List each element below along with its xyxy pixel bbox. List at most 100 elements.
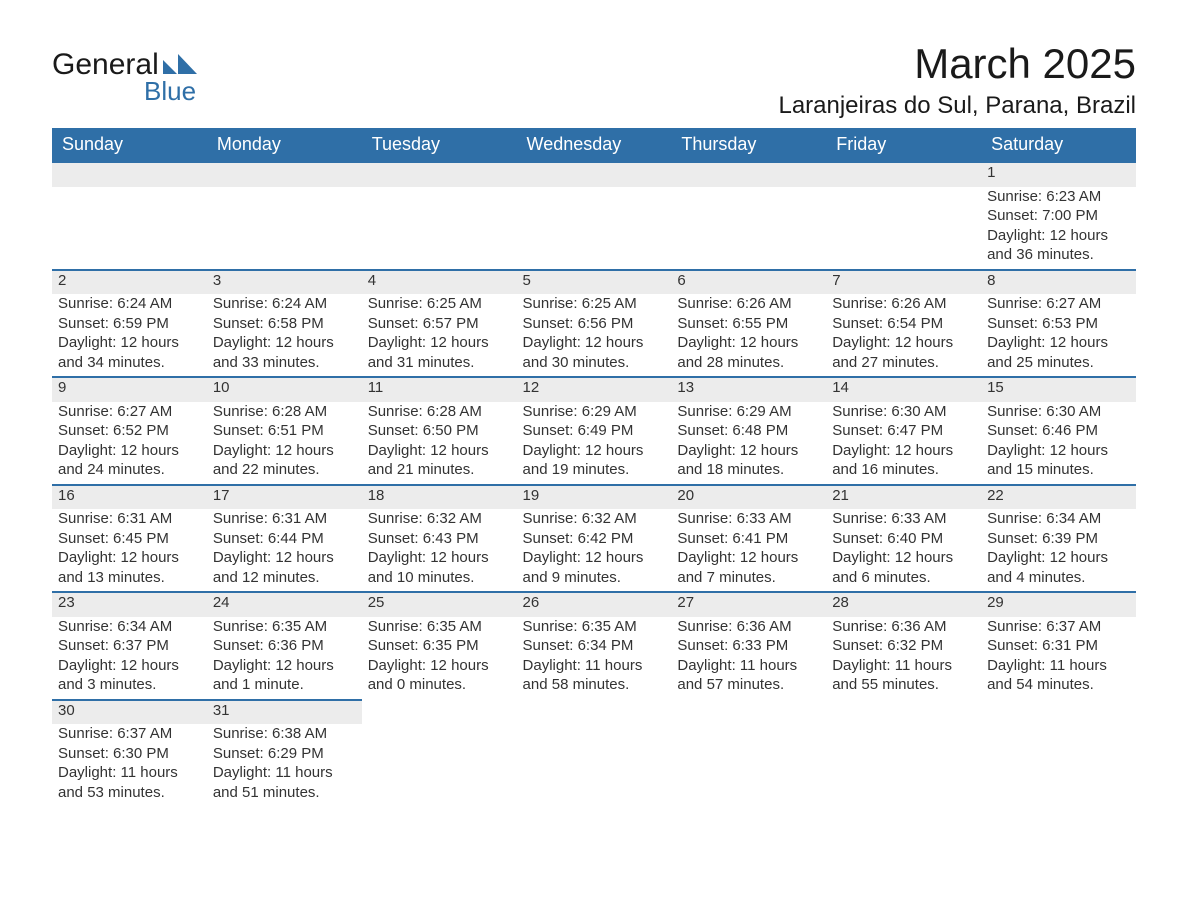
day-number-cell: 4 [362, 270, 517, 295]
sunrise-line: Sunrise: 6:33 AM [677, 509, 820, 529]
day-number-cell: 8 [981, 270, 1136, 295]
day-detail-cell: Sunrise: 6:35 AMSunset: 6:35 PMDaylight:… [362, 617, 517, 700]
daylight-line: and 31 minutes. [368, 353, 511, 373]
sunrise-line: Sunrise: 6:33 AM [832, 509, 975, 529]
daylight-line: Daylight: 12 hours [677, 333, 820, 353]
daylight-line: and 7 minutes. [677, 568, 820, 588]
weekday-header: Thursday [671, 128, 826, 162]
daylight-line: and 36 minutes. [987, 245, 1130, 265]
day-number-cell: 12 [517, 377, 672, 402]
daylight-line: Daylight: 12 hours [58, 548, 201, 568]
day-detail-cell: Sunrise: 6:37 AMSunset: 6:30 PMDaylight:… [52, 724, 207, 806]
day-detail-cell [826, 187, 981, 270]
sunrise-line: Sunrise: 6:23 AM [987, 187, 1130, 207]
sunrise-line: Sunrise: 6:36 AM [832, 617, 975, 637]
daylight-line: and 22 minutes. [213, 460, 356, 480]
day-detail-cell: Sunrise: 6:33 AMSunset: 6:40 PMDaylight:… [826, 509, 981, 592]
day-number-cell: 19 [517, 485, 672, 510]
daylight-line: Daylight: 12 hours [987, 333, 1130, 353]
sunrise-line: Sunrise: 6:35 AM [368, 617, 511, 637]
sunrise-line: Sunrise: 6:34 AM [987, 509, 1130, 529]
day-number-cell: 27 [671, 592, 826, 617]
day-detail-cell [517, 187, 672, 270]
day-detail-cell [362, 724, 517, 806]
sunset-line: Sunset: 6:33 PM [677, 636, 820, 656]
daylight-line: Daylight: 11 hours [832, 656, 975, 676]
week-detail-row: Sunrise: 6:24 AMSunset: 6:59 PMDaylight:… [52, 294, 1136, 377]
daylight-line: and 55 minutes. [832, 675, 975, 695]
day-number-cell: 28 [826, 592, 981, 617]
daylight-line: Daylight: 11 hours [677, 656, 820, 676]
day-number-cell: 17 [207, 485, 362, 510]
daylight-line: and 6 minutes. [832, 568, 975, 588]
daylight-line: Daylight: 12 hours [58, 656, 201, 676]
sunset-line: Sunset: 6:41 PM [677, 529, 820, 549]
daylight-line: and 24 minutes. [58, 460, 201, 480]
week-daynum-row: 2345678 [52, 270, 1136, 295]
day-detail-cell: Sunrise: 6:36 AMSunset: 6:32 PMDaylight:… [826, 617, 981, 700]
daylight-line: Daylight: 11 hours [523, 656, 666, 676]
sunset-line: Sunset: 6:59 PM [58, 314, 201, 334]
day-detail-cell: Sunrise: 6:37 AMSunset: 6:31 PMDaylight:… [981, 617, 1136, 700]
sunset-line: Sunset: 6:42 PM [523, 529, 666, 549]
sunrise-line: Sunrise: 6:30 AM [832, 402, 975, 422]
weekday-header: Friday [826, 128, 981, 162]
day-detail-cell [362, 187, 517, 270]
day-detail-cell: Sunrise: 6:26 AMSunset: 6:54 PMDaylight:… [826, 294, 981, 377]
sunrise-line: Sunrise: 6:38 AM [213, 724, 356, 744]
sunrise-line: Sunrise: 6:24 AM [58, 294, 201, 314]
daylight-line: and 19 minutes. [523, 460, 666, 480]
week-daynum-row: 9101112131415 [52, 377, 1136, 402]
day-number-cell: 20 [671, 485, 826, 510]
day-detail-cell: Sunrise: 6:28 AMSunset: 6:51 PMDaylight:… [207, 402, 362, 485]
daylight-line: and 3 minutes. [58, 675, 201, 695]
day-number-cell [981, 700, 1136, 725]
day-number-cell [671, 700, 826, 725]
day-number-cell: 11 [362, 377, 517, 402]
daylight-line: and 51 minutes. [213, 783, 356, 803]
sunrise-line: Sunrise: 6:35 AM [213, 617, 356, 637]
day-detail-cell: Sunrise: 6:25 AMSunset: 6:57 PMDaylight:… [362, 294, 517, 377]
sunrise-line: Sunrise: 6:31 AM [213, 509, 356, 529]
day-number-cell [52, 162, 207, 187]
day-number-cell: 6 [671, 270, 826, 295]
daylight-line: Daylight: 12 hours [832, 333, 975, 353]
day-number-cell [826, 700, 981, 725]
daylight-line: and 0 minutes. [368, 675, 511, 695]
daylight-line: and 18 minutes. [677, 460, 820, 480]
daylight-line: and 25 minutes. [987, 353, 1130, 373]
sunrise-line: Sunrise: 6:24 AM [213, 294, 356, 314]
daylight-line: and 12 minutes. [213, 568, 356, 588]
sunrise-line: Sunrise: 6:37 AM [58, 724, 201, 744]
weekday-header: Monday [207, 128, 362, 162]
daylight-line: Daylight: 12 hours [213, 656, 356, 676]
day-detail-cell: Sunrise: 6:35 AMSunset: 6:36 PMDaylight:… [207, 617, 362, 700]
daylight-line: and 10 minutes. [368, 568, 511, 588]
daylight-line: and 21 minutes. [368, 460, 511, 480]
daylight-line: Daylight: 11 hours [58, 763, 201, 783]
day-detail-cell: Sunrise: 6:24 AMSunset: 6:58 PMDaylight:… [207, 294, 362, 377]
daylight-line: and 27 minutes. [832, 353, 975, 373]
week-daynum-row: 3031 [52, 700, 1136, 725]
day-number-cell: 10 [207, 377, 362, 402]
sunset-line: Sunset: 6:53 PM [987, 314, 1130, 334]
day-number-cell: 22 [981, 485, 1136, 510]
sunrise-line: Sunrise: 6:25 AM [368, 294, 511, 314]
day-number-cell: 21 [826, 485, 981, 510]
day-detail-cell: Sunrise: 6:34 AMSunset: 6:37 PMDaylight:… [52, 617, 207, 700]
daylight-line: and 57 minutes. [677, 675, 820, 695]
sunset-line: Sunset: 6:55 PM [677, 314, 820, 334]
day-detail-cell: Sunrise: 6:30 AMSunset: 6:46 PMDaylight:… [981, 402, 1136, 485]
day-detail-cell: Sunrise: 6:32 AMSunset: 6:43 PMDaylight:… [362, 509, 517, 592]
sunrise-line: Sunrise: 6:26 AM [832, 294, 975, 314]
sunrise-line: Sunrise: 6:32 AM [368, 509, 511, 529]
sunrise-line: Sunrise: 6:28 AM [368, 402, 511, 422]
day-number-cell: 23 [52, 592, 207, 617]
daylight-line: and 9 minutes. [523, 568, 666, 588]
day-detail-cell: Sunrise: 6:26 AMSunset: 6:55 PMDaylight:… [671, 294, 826, 377]
sunset-line: Sunset: 6:34 PM [523, 636, 666, 656]
sunrise-line: Sunrise: 6:35 AM [523, 617, 666, 637]
day-detail-cell: Sunrise: 6:29 AMSunset: 6:49 PMDaylight:… [517, 402, 672, 485]
day-number-cell [517, 700, 672, 725]
daylight-line: Daylight: 11 hours [987, 656, 1130, 676]
